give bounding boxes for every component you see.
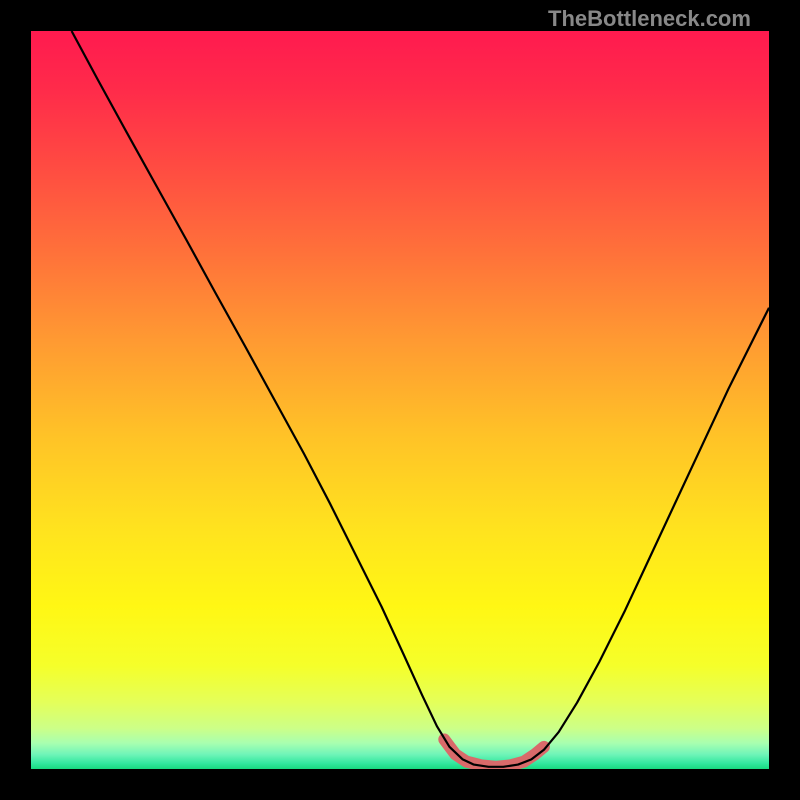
chart-container: TheBottleneck.com bbox=[0, 0, 800, 800]
plot-area bbox=[31, 31, 769, 769]
highlight-path bbox=[444, 739, 544, 766]
curve-layer bbox=[31, 31, 769, 769]
watermark-text: TheBottleneck.com bbox=[548, 6, 751, 32]
main-curve-path bbox=[72, 31, 769, 767]
